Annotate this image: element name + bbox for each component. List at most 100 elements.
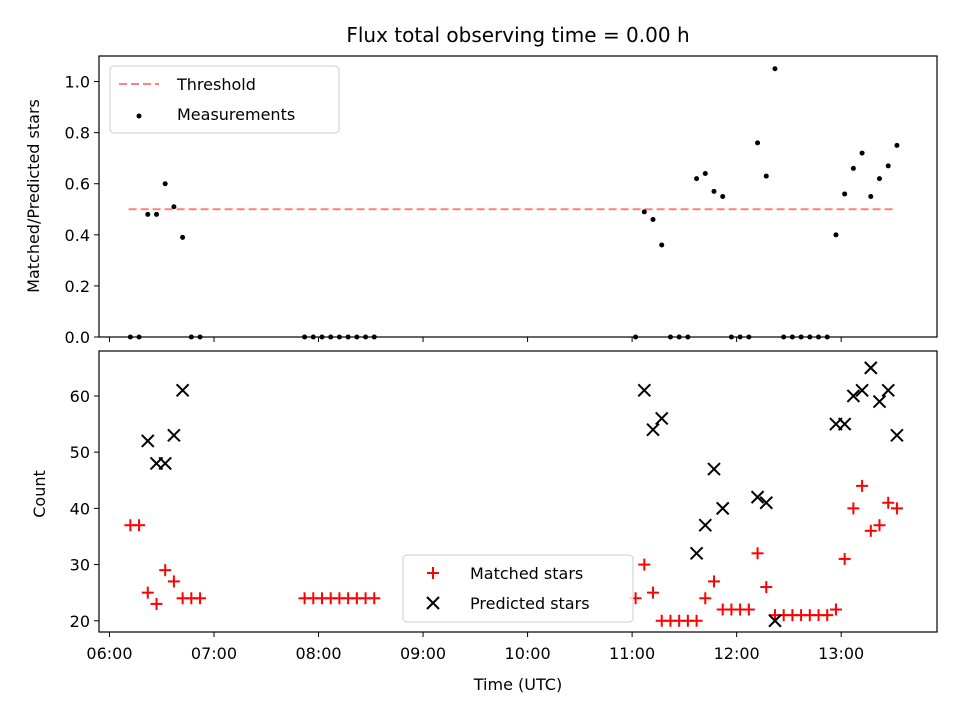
matched-star-point: [751, 547, 764, 560]
bottom-legend-box: [402, 554, 634, 623]
bottom-xtick-label: 06:00: [86, 644, 132, 663]
measurement-point: [659, 242, 665, 248]
measurement-point: [650, 216, 656, 222]
bottom-panel: 20 30 40 50 60 06:00 07:00 08:00 09:00 10:00 11:00…: [30, 350, 938, 694]
measurement-point: [171, 204, 177, 210]
measurement-point: [180, 234, 186, 240]
bottom-xtick-label: 13:00: [818, 644, 864, 663]
cross-stroke: [759, 496, 773, 510]
matched-star-point: [742, 603, 755, 616]
measurement-point: [859, 150, 865, 156]
predicted-star-point: [890, 428, 904, 443]
measurement-point: [850, 165, 856, 171]
measurement-point: [877, 176, 883, 182]
matched-star-point: [699, 592, 712, 605]
predicted-star-point: [864, 361, 878, 375]
matched-star-point: [707, 575, 720, 588]
cross-stroke: [750, 490, 765, 504]
measurement-point: [885, 163, 891, 169]
top-ytick-label: 0.4: [65, 226, 90, 245]
top-panel-frame: [98, 55, 938, 338]
matched-star-point: [150, 597, 163, 610]
matched-star-point: [690, 614, 703, 627]
cross-stroke: [837, 417, 852, 431]
matched-star-point: [133, 519, 146, 532]
cross-stroke: [689, 546, 704, 561]
matched-star-point: [638, 558, 651, 571]
measurement-point: [694, 176, 700, 182]
measurement-point: [894, 142, 900, 148]
predicted-star-point: [750, 490, 765, 504]
matched-star-point: [856, 479, 869, 492]
measurement-point: [755, 140, 761, 146]
cross-stroke: [141, 434, 155, 448]
cross-stroke: [864, 361, 878, 375]
predicted-star-point: [637, 383, 652, 398]
cross-stroke: [158, 456, 172, 471]
bottom-panel-xlabel: Time (UTC): [473, 675, 562, 694]
top-ytick-label: 0.8: [65, 124, 90, 143]
matched-star-point: [194, 592, 207, 605]
predicted-star-point: [872, 394, 887, 409]
cross-stroke: [872, 394, 887, 409]
matched-star-point: [882, 496, 895, 509]
bottom-xtick-label: 10:00: [505, 644, 551, 663]
top-panel-legend: Threshold Measurements: [109, 65, 340, 134]
cross-stroke: [426, 596, 440, 610]
predicted-star-point: [158, 456, 172, 471]
matched-star-point: [838, 552, 851, 565]
top-ytick-label: 0.0: [65, 328, 90, 347]
matched-star-point: [821, 609, 834, 622]
predicted-star-point: [698, 518, 712, 532]
cross-stroke: [646, 422, 660, 437]
predicted-star-point: [689, 546, 704, 561]
predicted-star-point: [707, 462, 721, 476]
matched-star-point: [167, 575, 180, 588]
legend-matched-swatch: [427, 567, 439, 579]
bottom-xtick-label: 09:00: [400, 644, 446, 663]
measurement-point: [833, 232, 839, 238]
bottom-ytick-label: 40: [70, 499, 90, 518]
cross-stroke: [768, 614, 782, 628]
predicted-star-point: [141, 434, 155, 448]
cross-stroke: [890, 428, 904, 443]
predicted-star-point: [855, 383, 869, 398]
bottom-xtick-label: 08:00: [295, 644, 341, 663]
bottom-panel-ticks: 20 30 40 50 60 06:00 07:00 08:00 09:00 10:00 11:00…: [70, 387, 865, 663]
predicted-star-point: [846, 389, 861, 403]
bottom-xtick-label: 07:00: [191, 644, 237, 663]
cross-stroke: [175, 383, 190, 398]
matched-star-point: [760, 581, 773, 594]
bottom-panel-frame: [98, 350, 938, 633]
cross-stroke: [698, 518, 712, 532]
legend-threshold-label: Threshold: [176, 75, 256, 94]
measurement-point: [153, 211, 159, 217]
cross-stroke: [655, 411, 669, 426]
measurement-point: [772, 66, 778, 72]
predicted-star-point: [759, 496, 773, 510]
matched-star-point: [368, 592, 381, 605]
matched-star-point: [829, 603, 842, 616]
top-ytick-label: 0.6: [65, 175, 90, 194]
predicted-star-point: [167, 428, 181, 443]
predicted-star-point: [837, 417, 852, 431]
measurement-point: [702, 171, 708, 177]
legend-plus: [427, 567, 439, 579]
bottom-xtick-label: 11:00: [609, 644, 655, 663]
cross-stroke: [167, 428, 181, 443]
legend-matched-label: Matched stars: [470, 564, 583, 583]
top-legend-box: [109, 65, 340, 134]
legend-measurements-label: Measurements: [177, 105, 295, 124]
matched-star-point: [141, 586, 154, 599]
top-panel-ylabel: Matched/Predicted stars: [24, 99, 43, 293]
bottom-ytick-label: 20: [70, 612, 90, 631]
cross-stroke: [716, 501, 730, 516]
bottom-panel-legend: Matched stars Predicted stars: [402, 554, 634, 623]
measurement-point: [842, 191, 848, 197]
matched-star-point: [890, 502, 903, 515]
measurement-point: [145, 211, 151, 217]
measurement-point: [711, 188, 717, 194]
matched-star-point: [864, 524, 877, 537]
legend-predicted-swatch: [426, 596, 440, 610]
